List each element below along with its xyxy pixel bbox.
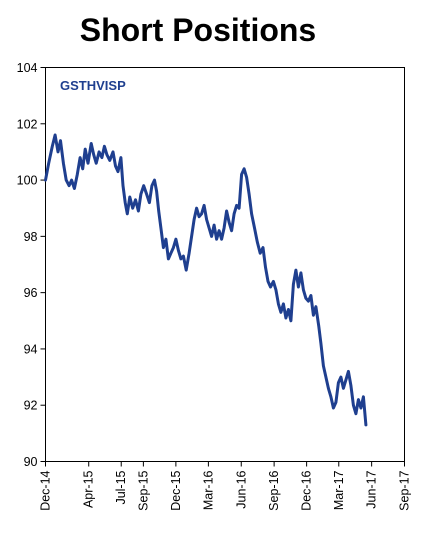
x-axis: Dec-14 Apr-15 Jul-15 Sep-15 Dec-15 Mar-16 Jun-… xyxy=(39,461,412,511)
x-tick-label: Sep-15 xyxy=(136,470,150,510)
y-tick-label: 96 xyxy=(24,286,38,300)
x-tick-label: Sep-17 xyxy=(398,470,412,510)
x-tick-label: Dec-14 xyxy=(39,470,53,510)
y-tick-label: 102 xyxy=(17,117,38,131)
series-line xyxy=(44,133,368,427)
y-tick-label: 94 xyxy=(24,342,38,356)
x-tick-label: Dec-16 xyxy=(300,470,314,510)
x-tick-label: Jun-16 xyxy=(234,470,248,508)
series-layer xyxy=(44,133,368,427)
chart-title: Short Positions xyxy=(79,12,317,48)
y-tick-label: 104 xyxy=(17,61,38,75)
y-tick-label: 100 xyxy=(17,174,38,188)
x-tick-label: Dec-15 xyxy=(169,470,183,510)
y-axis: 90 92 94 96 98 100 102 104 xyxy=(17,61,46,469)
x-tick-label: Mar-16 xyxy=(201,470,215,510)
y-tick-label: 92 xyxy=(24,399,38,413)
series-label-gsthvisp: GSTHVISP xyxy=(60,78,126,93)
x-tick-label: Jun-17 xyxy=(365,470,379,508)
x-tick-label: Jul-15 xyxy=(114,470,128,504)
y-tick-label: 90 xyxy=(24,455,38,469)
x-tick-label: Apr-15 xyxy=(82,470,96,508)
x-tick-label: Mar-17 xyxy=(332,470,346,510)
plot-area-frame xyxy=(45,67,405,462)
y-tick-label: 98 xyxy=(24,230,38,244)
x-tick-label: Sep-16 xyxy=(267,470,281,510)
